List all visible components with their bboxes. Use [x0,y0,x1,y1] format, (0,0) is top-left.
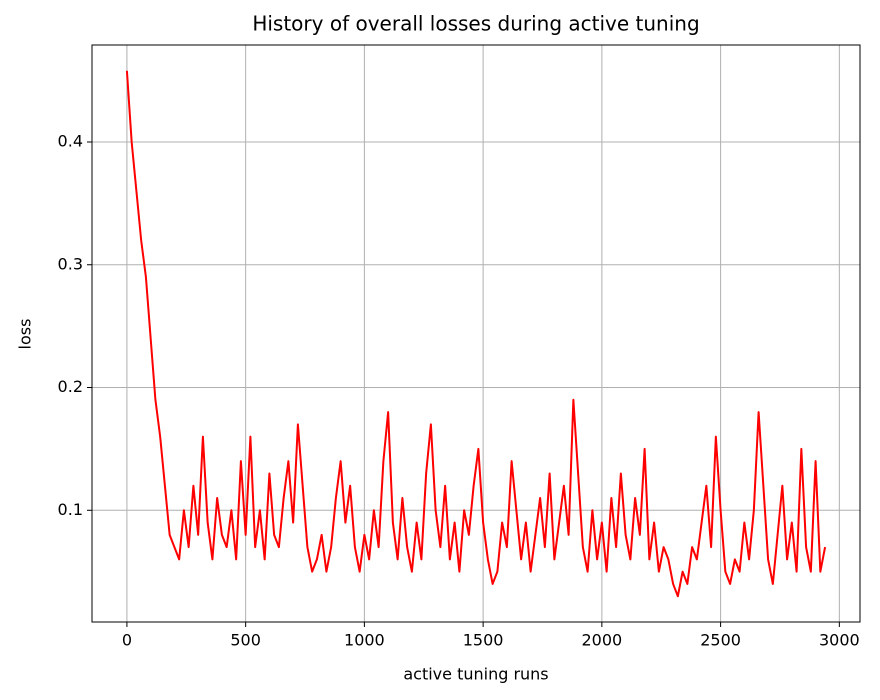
y-tick-label: 0.1 [58,500,83,519]
y-axis-label: loss [16,319,35,350]
x-tick-label: 1500 [463,631,504,650]
x-tick-label: 500 [230,631,261,650]
x-tick-label: 3000 [819,631,860,650]
x-tick-label: 1000 [344,631,385,650]
y-tick-label: 0.2 [58,377,83,396]
y-tick-label: 0.4 [58,131,83,150]
x-tick-label: 0 [122,631,132,650]
y-tick-label: 0.3 [58,254,83,273]
x-axis-label: active tuning runs [403,665,548,684]
plot-frame [91,44,861,623]
x-tick-label: 2000 [582,631,623,650]
x-tick-label: 2500 [700,631,741,650]
data-line [125,70,827,598]
chart-title: History of overall losses during active … [252,12,699,36]
